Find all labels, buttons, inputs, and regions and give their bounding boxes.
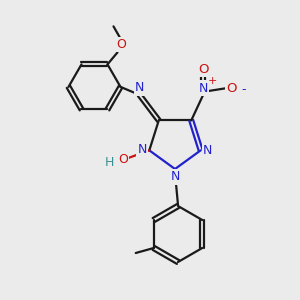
Text: O: O: [117, 38, 126, 51]
Text: H: H: [104, 156, 114, 170]
Text: +: +: [207, 76, 217, 86]
Text: N: N: [198, 82, 208, 94]
Text: N: N: [170, 170, 180, 184]
Text: O: O: [198, 63, 208, 76]
Text: O: O: [118, 153, 128, 167]
Text: N: N: [138, 143, 147, 156]
Text: O: O: [226, 82, 236, 94]
Text: N: N: [135, 81, 144, 94]
Text: N: N: [203, 144, 212, 157]
Text: -: -: [242, 82, 246, 96]
